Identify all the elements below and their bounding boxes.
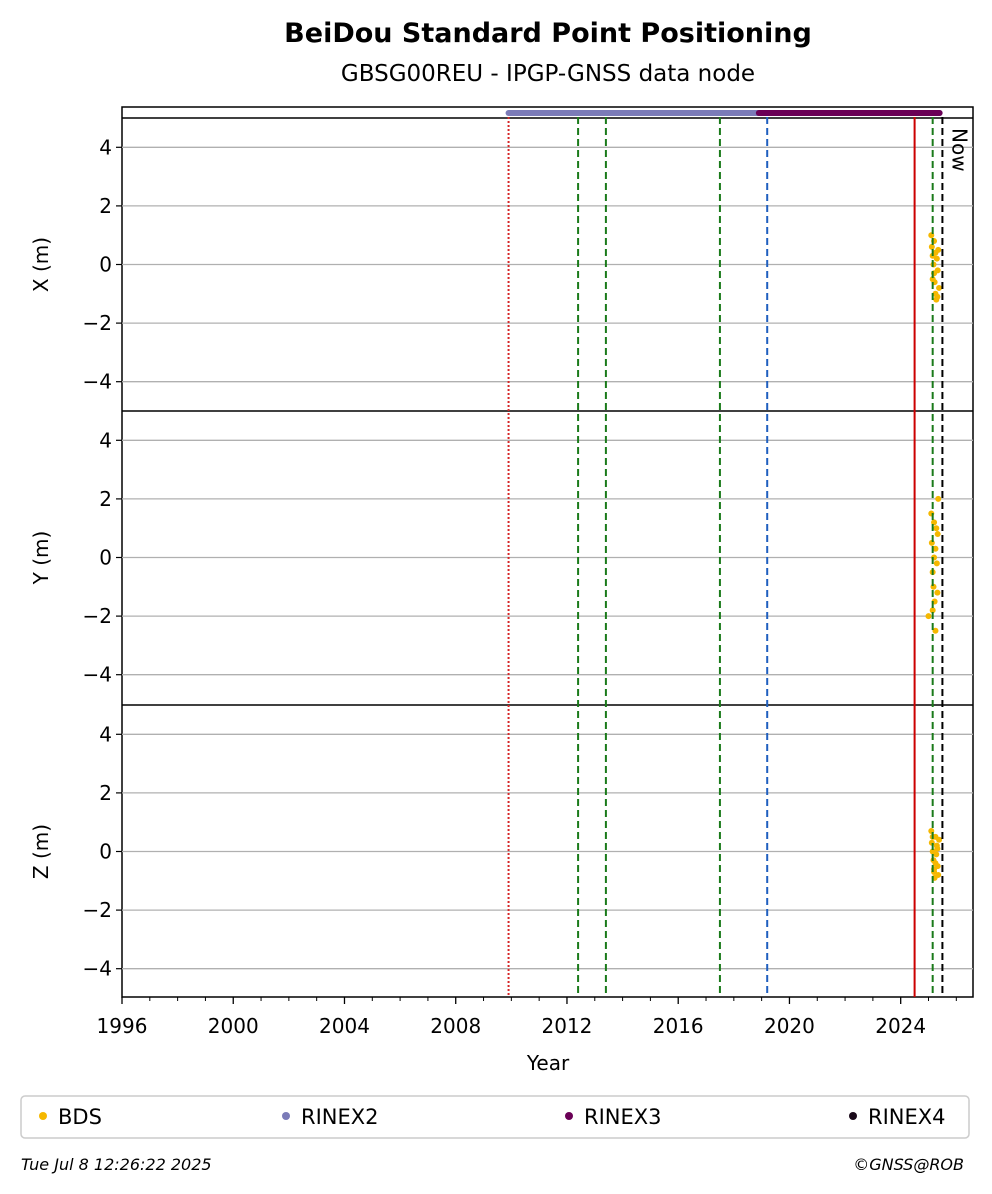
y-axis-label-z: Z (m) — [29, 824, 53, 879]
y-tick-label-x: −2 — [83, 311, 112, 335]
legend-marker-rinex4 — [849, 1112, 857, 1120]
x-tick-label: 2020 — [764, 1014, 815, 1038]
data-point-x — [933, 255, 940, 262]
y-tick-label-x: 4 — [99, 135, 112, 159]
data-point-x — [929, 276, 936, 283]
data-point-x — [928, 243, 935, 250]
y-tick-label-z: 4 — [99, 722, 112, 746]
footer-timestamp: Tue Jul 8 12:26:22 2025 — [21, 1155, 212, 1174]
data-point-y — [932, 627, 939, 634]
data-point-y — [934, 531, 941, 538]
data-point-y — [931, 519, 938, 526]
x-tick-label: 2016 — [653, 1014, 704, 1038]
footer-copyright: ©GNSS@ROB — [853, 1155, 964, 1174]
data-point-x — [934, 267, 941, 274]
plot-frame — [121, 106, 974, 998]
data-point-x — [932, 249, 939, 256]
chart-title: BeiDou Standard Point Positioning — [284, 18, 812, 49]
x-tick-label: 2000 — [208, 1014, 259, 1038]
y-tick-label-z: 0 — [99, 840, 112, 864]
x-tick-label: 1996 — [97, 1014, 148, 1038]
y-tick-label-y: −4 — [83, 663, 112, 687]
data-point-y — [933, 525, 940, 532]
legend-marker-rinex3 — [565, 1112, 573, 1120]
data-point-x — [934, 293, 941, 300]
y-tick-label-x: 0 — [99, 253, 112, 277]
y-axis-label-y: Y (m) — [29, 531, 53, 586]
x-tick-label: 2024 — [875, 1014, 926, 1038]
y-axis-label-x: X (m) — [29, 237, 53, 292]
legend-label-bds: BDS — [58, 1105, 102, 1129]
y-tick-label-y: −2 — [83, 604, 112, 628]
data-point-z — [932, 860, 939, 867]
legend-marker-bds — [39, 1112, 47, 1120]
y-tick-label-x: 2 — [99, 194, 112, 218]
data-point-x — [936, 284, 943, 291]
y-tick-label-y: 0 — [99, 546, 112, 570]
data-point-z — [936, 836, 943, 843]
x-tick-label: 2004 — [319, 1014, 370, 1038]
data-point-y — [933, 560, 940, 567]
data-point-y — [925, 613, 932, 620]
y-tick-label-y: 4 — [99, 428, 112, 452]
y-tick-label-z: −2 — [83, 898, 112, 922]
data-point-y — [935, 495, 942, 502]
data-point-z — [934, 845, 941, 852]
x-axis-label: Year — [526, 1051, 570, 1075]
legend-label-rinex3: RINEX3 — [584, 1105, 662, 1129]
chart-subtitle: GBSG00REU - IPGP-GNSS data node — [341, 61, 755, 87]
data-point-z — [935, 871, 942, 878]
legend-label-rinex4: RINEX4 — [868, 1105, 946, 1129]
data-point-y — [932, 545, 939, 552]
x-tick-label: 2012 — [542, 1014, 593, 1038]
y-tick-label-z: −4 — [83, 957, 112, 981]
y-tick-label-y: 2 — [99, 487, 112, 511]
data-point-z — [933, 851, 940, 858]
data-point-y — [929, 607, 936, 614]
x-tick-label: 2008 — [430, 1014, 481, 1038]
legend-marker-rinex2 — [282, 1112, 290, 1120]
y-tick-label-z: 2 — [99, 781, 112, 805]
y-tick-label-x: −4 — [83, 370, 112, 394]
legend-label-rinex2: RINEX2 — [301, 1105, 379, 1129]
data-point-y — [934, 589, 941, 596]
now-label: Now — [947, 128, 971, 172]
legend-box — [20, 1095, 970, 1139]
